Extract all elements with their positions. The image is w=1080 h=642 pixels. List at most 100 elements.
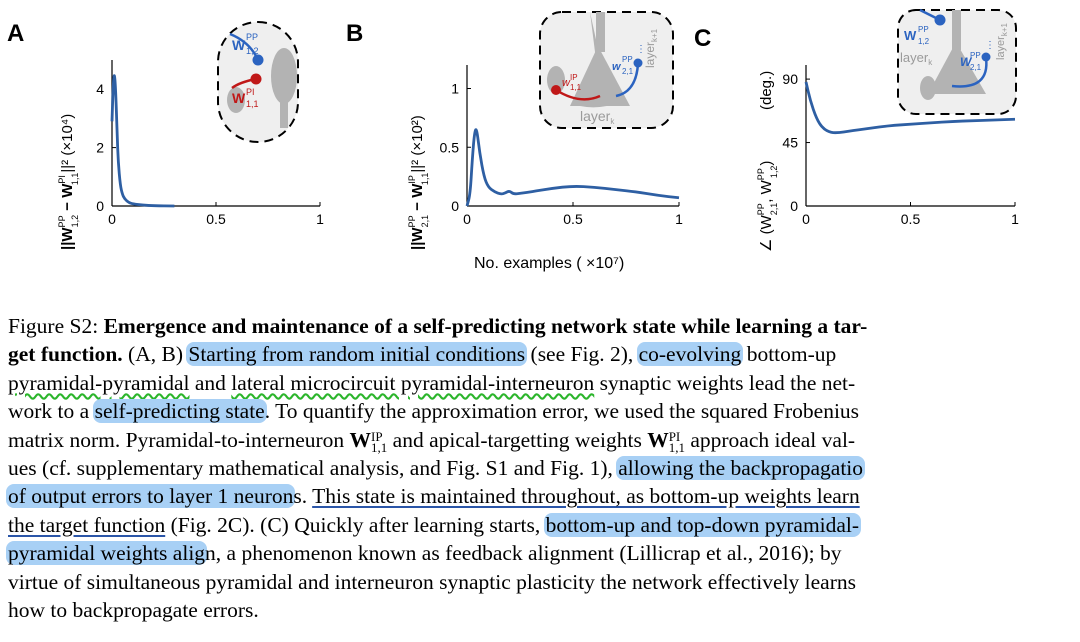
caption-line-8: the target function (Fig. 2C). (C) Quick… [8, 511, 1074, 539]
y-tick-label: 0 [451, 198, 459, 214]
caption-text: and [194, 370, 226, 395]
caption-text: matrix norm. Pyramidal-to-interneuron [8, 427, 345, 452]
inset-c-layer-k: layerk [900, 50, 933, 67]
caption-line-3: pyramidal-pyramidal and lateral microcir… [8, 369, 1074, 397]
caption-text: . To quantify the approximation error, w… [264, 399, 860, 424]
caption-text: (see Fig. 2), [530, 342, 634, 367]
inset-a-w2: W [232, 90, 246, 106]
inset-b-blue-node [633, 58, 643, 68]
inset-c-w2-sub: 2,1 [970, 63, 982, 72]
inset-a-w1-sub: 1,2 [246, 46, 259, 56]
inset-b-layer-k1: layerk+1 [643, 28, 659, 68]
caption-text: and apical-targetting weights [392, 427, 642, 452]
caption-highlight: self-predicting state [92, 399, 267, 424]
math-w-ip: W [349, 427, 372, 452]
inset-a-dendrite [280, 96, 288, 128]
caption-text: ues (cf. supplementary mathematical anal… [8, 456, 613, 481]
caption-text: synaptic weights lead the net- [599, 370, 856, 395]
panel-c: W PP 1,2 W PP 2,1 layerk layerk+1 ⋮ ∠ (W… [756, 8, 1019, 252]
xlabel-b: No. examples ( ×10⁷) [474, 255, 624, 272]
caption-title-1: Emergence and maintenance of a self-pred… [103, 314, 868, 338]
inset-b-w2-sup: PP [622, 55, 633, 64]
y-tick-label: 0.5 [440, 139, 460, 155]
ylabel-c: ∠ (WPP 2,1, WPP 1,2) [756, 161, 779, 252]
ylabel-b: ||WPP 2,1 − WIP 1,1||² (×10²) [407, 115, 430, 250]
inset-a-w1-sup: PP [246, 32, 258, 42]
inset-c-apical [952, 10, 961, 50]
inset-b-schematic: w IP 1,1 w PP 2,1 layerk layerk+1 ⋮ [539, 11, 674, 129]
caption-highlight: pyramidal weights alig [6, 541, 208, 566]
inset-c-layer-k1: layerk+1 [995, 22, 1009, 60]
y-tick-label: 4 [96, 81, 104, 97]
inset-b-ellipsis: ⋮ [636, 44, 646, 55]
panel-b: w IP 1,1 w PP 2,1 layerk layerk+1 ⋮ ||WP… [407, 11, 683, 272]
y-tick-label: 0 [96, 198, 104, 214]
series-line-b [465, 128, 680, 207]
inset-c-bottom-synapse [951, 57, 988, 88]
caption-highlight: bottom-up and top-down pyramidal- [543, 512, 862, 537]
y-tick-label: 1 [451, 81, 459, 97]
y-tick-label: 2 [96, 140, 104, 156]
inset-b-w2-sub: 2,1 [622, 67, 634, 76]
caption-wavy-underline: lateral microcircuit pyramidal-interneur… [231, 370, 595, 395]
caption-wavy-underline: pyramidal-pyramidal [8, 370, 190, 395]
inset-b-interneuron [547, 66, 565, 94]
inset-b-blue-synapse [615, 63, 640, 98]
inset-a-w1: W [232, 37, 246, 53]
x-tick-label: 0 [802, 211, 810, 227]
inset-b-w1: w [562, 77, 571, 89]
inset-b-w2: w [612, 61, 622, 73]
caption-line-10: virtue of simultaneous pyramidal and int… [8, 569, 857, 594]
caption-line-9: pyramidal weights align, a phenomenon kn… [6, 539, 1074, 567]
caption-highlight: allowing the backpropagatio [616, 456, 866, 481]
x-tick-label: 0.5 [563, 211, 583, 227]
math-w-pi: W [647, 427, 669, 452]
inset-b-red-node [551, 85, 561, 95]
panel-a: W PP 1,2 W PI 1,1 ||WPP 1,2 − WPI 1,1||² (… [57, 21, 324, 250]
caption-line-11: how to backpropagate errors. [8, 598, 259, 623]
inset-b-w1-sup: IP [570, 73, 578, 82]
y-tick-label: 45 [782, 135, 798, 151]
caption-panel-ref-ab: (A, B) [128, 342, 183, 367]
caption-line-7: of output errors to layer 1 neurons. Thi… [6, 482, 1074, 510]
panel-letter-a: A [7, 20, 25, 47]
caption-line-1: Figure S2: Emergence and maintenance of … [8, 312, 1074, 340]
x-tick-label: 1 [675, 211, 683, 227]
math-w-pi-indices: PI 1,1 [668, 428, 685, 455]
series-line-c [804, 81, 1016, 135]
inset-c-top-node [934, 14, 946, 26]
inset-b-layer-k: layerk [580, 108, 615, 126]
x-tick-label: 0.5 [206, 211, 226, 227]
caption-text: s. [293, 484, 308, 509]
inset-c-w2: W [960, 55, 973, 69]
inset-a-pyramidal-neuron [271, 48, 297, 104]
caption-highlight: Starting from random initial conditions [186, 342, 528, 367]
ylabel-c-unit: (deg.) [758, 71, 775, 110]
inset-a-schematic: W PP 1,2 W PI 1,1 [217, 21, 299, 143]
ylabel-a: ||WPP 1,2 − WPI 1,1||² (×10⁴) [57, 114, 80, 250]
y-tick-label: 0 [790, 198, 798, 214]
figure-s2: A B C W PP 1,2 W PI 1,1 [0, 0, 1080, 300]
y-tick-label: 90 [782, 71, 798, 87]
inset-a-interneuron [227, 87, 245, 113]
caption-text: approach ideal val- [690, 427, 856, 452]
plot-b: 0 0.5 1 0 0.5 1 [440, 65, 683, 227]
inset-c-schematic: W PP 1,2 W PP 2,1 layerk layerk+1 ⋮ [897, 8, 1017, 115]
plot-a: 0 0.5 1 0 2 4 [96, 60, 324, 227]
caption-line-6: ues (cf. supplementary mathematical anal… [8, 454, 1074, 482]
caption-highlight: of output errors to layer 1 neuron [6, 484, 296, 509]
inset-b-apical [596, 12, 605, 52]
caption-label: Figure S2: [8, 314, 99, 338]
inset-c-w1-sup: PP [918, 25, 929, 34]
inset-a-blue-node [252, 54, 264, 66]
x-tick-label: 0 [463, 211, 471, 227]
inset-b-w1-sub: 1,1 [570, 83, 582, 92]
inset-a-red-node [250, 73, 262, 85]
inset-a-w2-sup: PI [246, 87, 255, 97]
figure-caption: Figure S2: Emergence and maintenance of … [6, 312, 1074, 624]
caption-highlight: co-evolving [636, 342, 744, 367]
caption-text: bottom-up [746, 342, 837, 367]
caption-text: n, a phenomenon known as feedback alignm… [205, 541, 842, 566]
inset-a-w2-sub: 1,1 [246, 99, 259, 109]
